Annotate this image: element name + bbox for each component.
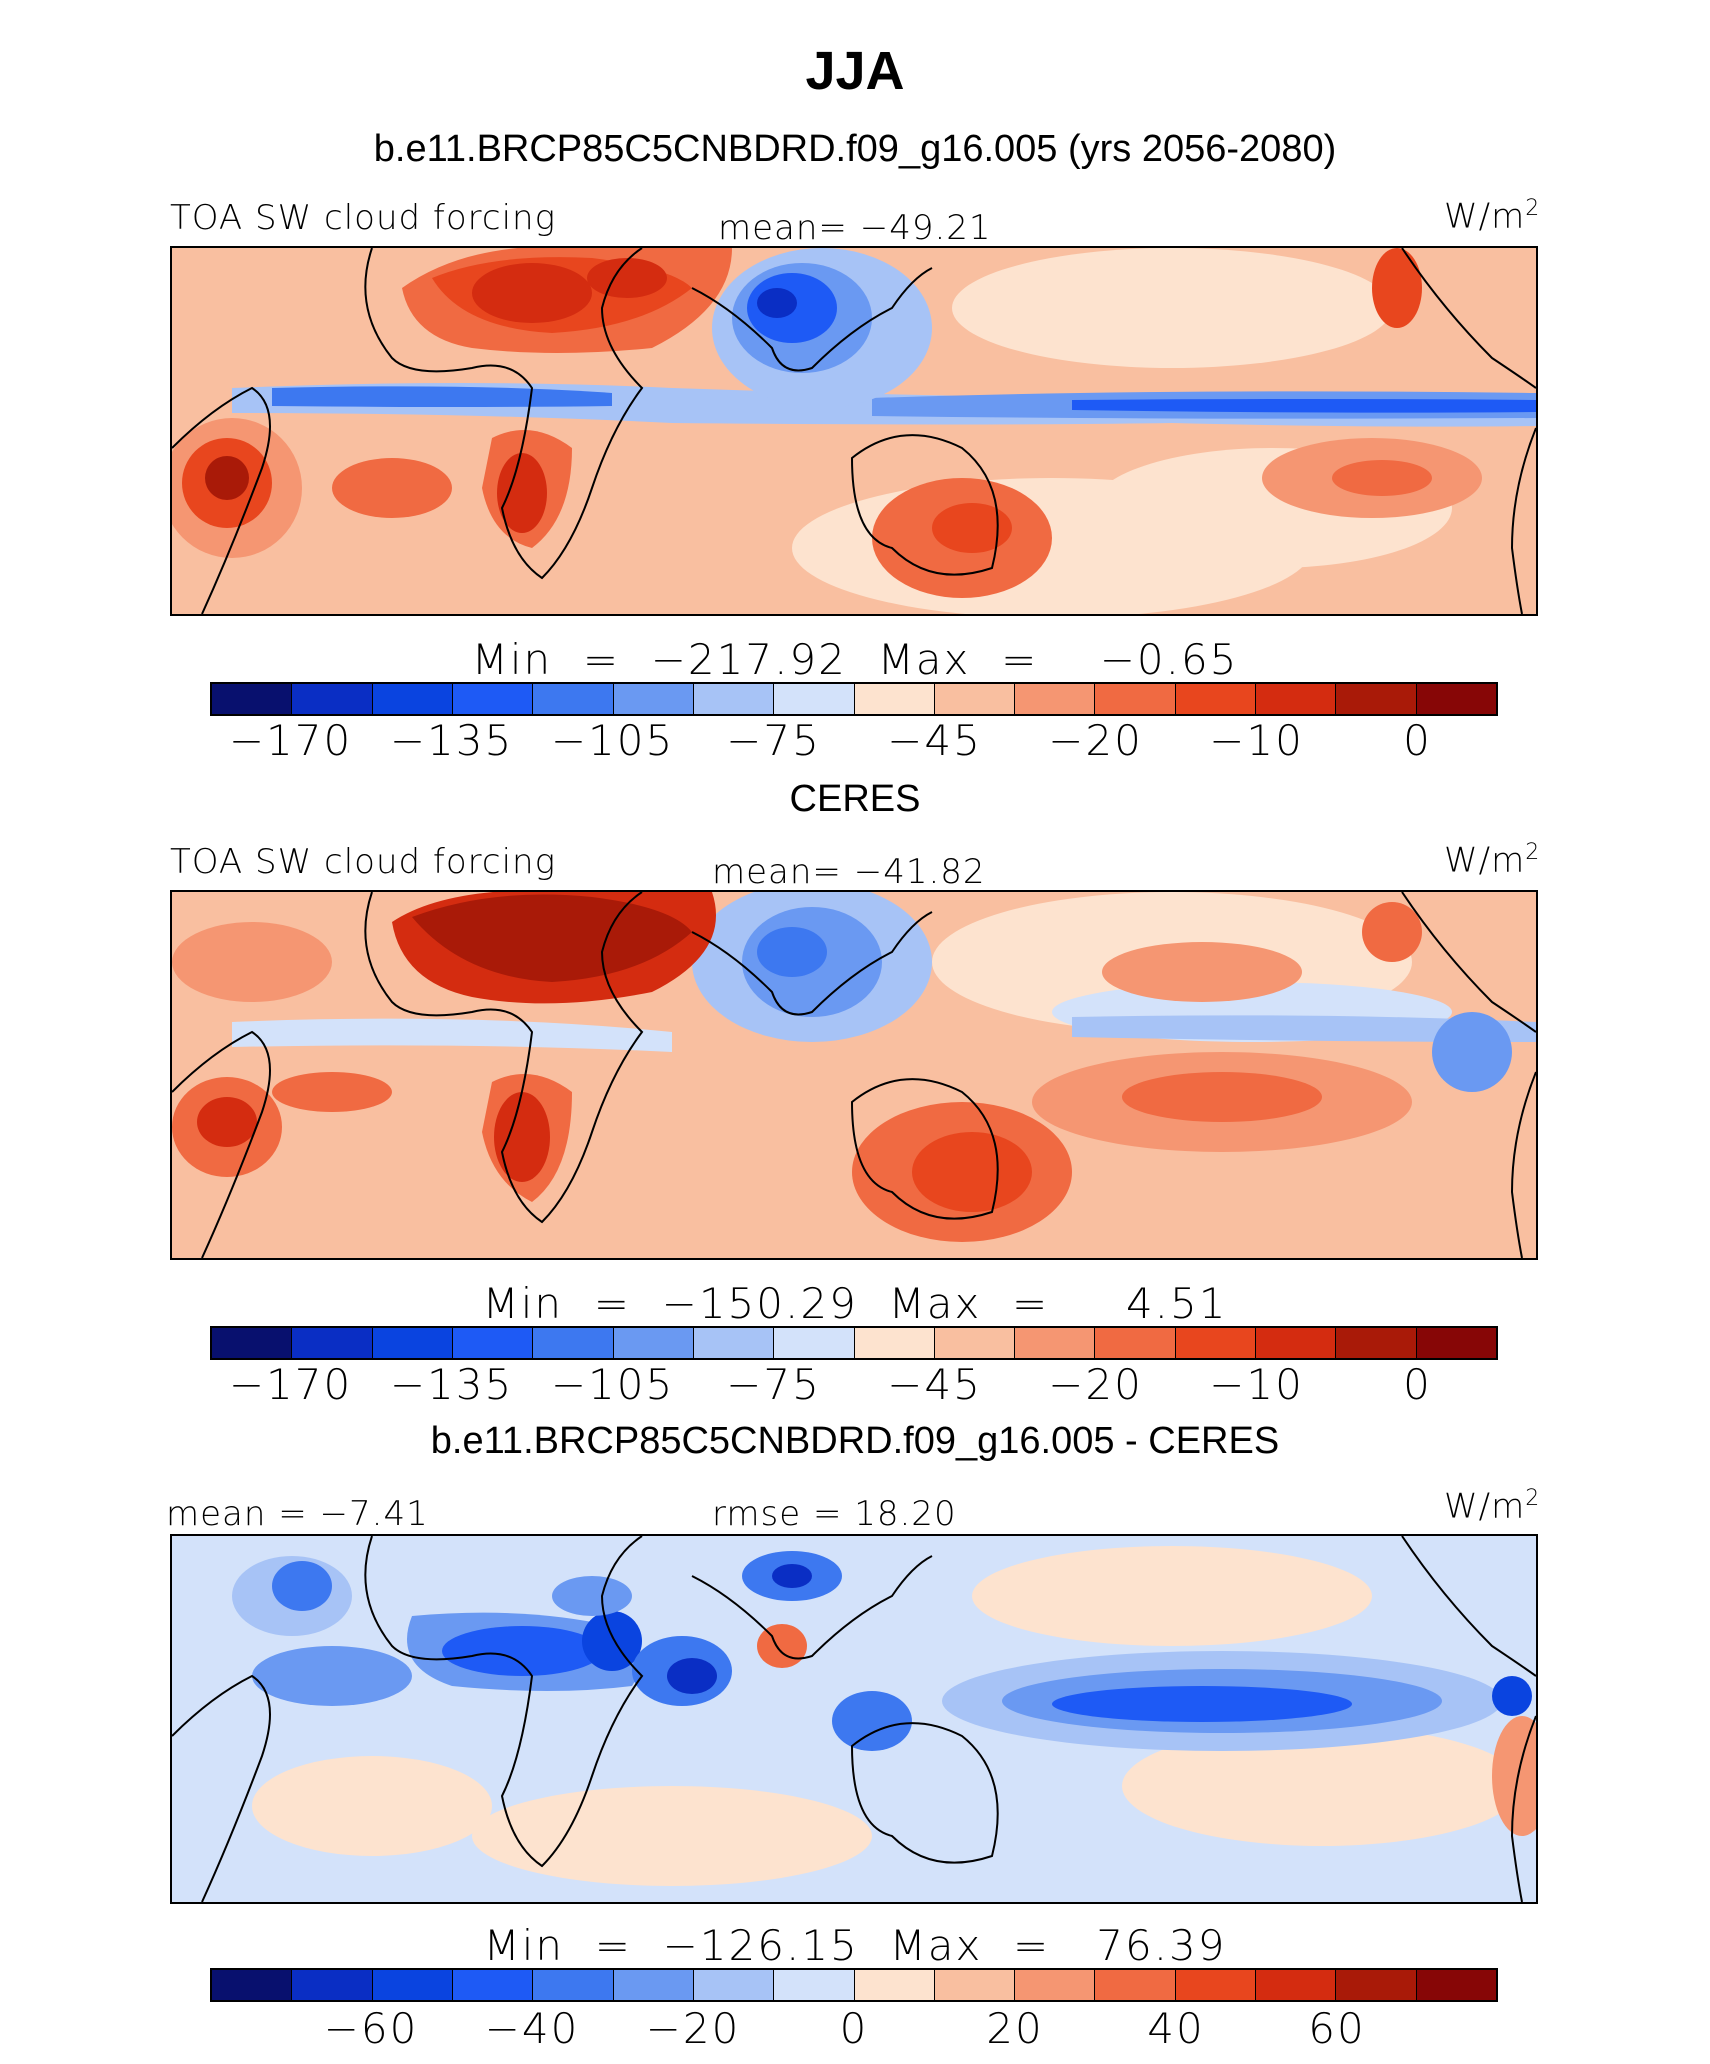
- colorbar-swatch: [292, 1970, 373, 2000]
- colorbar-swatch: [934, 684, 1016, 714]
- panel-2-units: W/m2: [1444, 840, 1541, 881]
- colorbar-swatch: [1336, 1328, 1417, 1358]
- colorbar-swatch: [292, 684, 373, 714]
- colorbar-swatch: [1015, 684, 1096, 714]
- colorbar-swatch: [854, 1970, 935, 2000]
- colorbar-swatch: [1095, 1970, 1176, 2000]
- colorbar-swatch: [1336, 684, 1417, 714]
- colorbar-tick-label: −75: [726, 1360, 821, 1409]
- colorbar-swatch: [1175, 1970, 1257, 2000]
- colorbar-swatch: [934, 1970, 1016, 2000]
- colorbar-swatch: [533, 1970, 614, 2000]
- panel-3-units: W/m2: [1444, 1486, 1541, 1527]
- panel-1-variable-label: TOA SW cloud forcing: [170, 198, 556, 238]
- colorbar-tick-label: −60: [323, 2004, 419, 2053]
- colorbar-tick-label: −170: [228, 1360, 353, 1409]
- colorbar-swatch: [292, 1328, 373, 1358]
- colorbar-tick-label: −45: [887, 1360, 982, 1409]
- panel-2-minmax: Min = −150.29 Max = 4.51: [482, 1279, 1228, 1328]
- colorbar-swatch: [1015, 1328, 1096, 1358]
- colorbar-swatch: [372, 684, 453, 714]
- colorbar-swatch: [1095, 1328, 1176, 1358]
- colorbar-swatch: [1416, 1970, 1496, 2000]
- colorbar-swatch: [452, 1328, 534, 1358]
- colorbar-swatch: [774, 1328, 855, 1358]
- panel-1-colorbar: [210, 682, 1498, 716]
- colorbar-tick-label: 0: [1403, 716, 1432, 765]
- colorbar-swatch: [1256, 684, 1337, 714]
- colorbar-swatch: [1256, 1970, 1337, 2000]
- panel-2-tick-labels: −170 −135 −105 −75 −45 −20 −10 0: [210, 1360, 1498, 1410]
- colorbar-tick-label: −105: [550, 1360, 675, 1409]
- colorbar-swatch: [774, 1970, 855, 2000]
- panel-2-mean-label: mean= −41.82: [712, 852, 986, 892]
- colorbar-swatch: [854, 1328, 935, 1358]
- colorbar-swatch: [1175, 1328, 1257, 1358]
- panel-3-rmse-label: rmse = 18.20: [712, 1494, 957, 1534]
- colorbar-tick-label: −170: [228, 716, 353, 765]
- colorbar-swatch: [533, 684, 614, 714]
- colorbar-swatch: [212, 1328, 293, 1358]
- colorbar-swatch: [212, 684, 293, 714]
- panel-3-title: b.e11.BRCP85C5CNBDRD.f09_g16.005 - CERES: [430, 1420, 1280, 1462]
- colorbar-swatch: [1015, 1970, 1096, 2000]
- colorbar-tick-label: −10: [1209, 1360, 1304, 1409]
- colorbar-tick-label: −20: [1048, 716, 1143, 765]
- colorbar-tick-label: −45: [887, 716, 982, 765]
- panel-2-variable-label: TOA SW cloud forcing: [170, 842, 556, 882]
- colorbar-tick-label: 40: [1147, 2004, 1205, 2053]
- panel-1-mean-label: mean= −49.21: [718, 208, 992, 248]
- colorbar-swatch: [1416, 1328, 1496, 1358]
- panel-3-mean-label: mean = −7.41: [166, 1494, 429, 1534]
- colorbar-tick-label: −135: [389, 1360, 514, 1409]
- colorbar-tick-label: 0: [839, 2004, 869, 2053]
- colorbar-tick-label: −105: [550, 716, 675, 765]
- panel-1-minmax: Min = −217.92 Max = −0.65: [471, 635, 1239, 684]
- colorbar-swatch: [774, 684, 855, 714]
- colorbar-swatch: [613, 1328, 694, 1358]
- panel-2-map: [170, 890, 1538, 1260]
- colorbar-swatch: [693, 1328, 775, 1358]
- panel-3-map: [170, 1534, 1538, 1904]
- panel-1-units: W/m2: [1444, 196, 1541, 237]
- colorbar-swatch: [934, 1328, 1016, 1358]
- panel-3-tick-labels: −60 −40 −20 0 20 40 60: [210, 2004, 1498, 2054]
- colorbar-swatch: [1336, 1970, 1417, 2000]
- colorbar-tick-label: −135: [389, 716, 514, 765]
- panel-3-minmax: Min = −126.15 Max = 76.39: [483, 1921, 1227, 1970]
- panel-1-title: b.e11.BRCP85C5CNBDRD.f09_g16.005 (yrs 20…: [373, 128, 1337, 170]
- colorbar-tick-label: 0: [1403, 1360, 1432, 1409]
- colorbar-swatch: [452, 684, 534, 714]
- panel-1-map: [170, 246, 1538, 616]
- colorbar-swatch: [1175, 684, 1257, 714]
- colorbar-tick-label: 60: [1308, 2004, 1366, 2053]
- panel-3-colorbar: [210, 1968, 1498, 2002]
- colorbar-tick-label: −20: [645, 2004, 741, 2053]
- colorbar-swatch: [1416, 684, 1496, 714]
- colorbar-swatch: [613, 684, 694, 714]
- colorbar-swatch: [452, 1970, 534, 2000]
- colorbar-swatch: [1095, 684, 1176, 714]
- colorbar-swatch: [212, 1970, 293, 2000]
- main-title: JJA: [805, 41, 905, 101]
- colorbar-swatch: [372, 1328, 453, 1358]
- colorbar-tick-label: −10: [1209, 716, 1304, 765]
- panel-1-tick-labels: −170 −135 −105 −75 −45 −20 −10 0: [210, 716, 1498, 766]
- colorbar-tick-label: −20: [1048, 1360, 1143, 1409]
- colorbar-swatch: [533, 1328, 614, 1358]
- colorbar-tick-label: −40: [484, 2004, 580, 2053]
- panel-2-title: CERES: [789, 778, 921, 820]
- colorbar-swatch: [613, 1970, 694, 2000]
- colorbar-swatch: [1256, 1328, 1337, 1358]
- colorbar-tick-label: −75: [726, 716, 821, 765]
- colorbar-swatch: [693, 684, 775, 714]
- panel-2-colorbar: [210, 1326, 1498, 1360]
- colorbar-swatch: [854, 684, 935, 714]
- colorbar-tick-label: 20: [986, 2004, 1044, 2053]
- colorbar-swatch: [693, 1970, 775, 2000]
- colorbar-swatch: [372, 1970, 453, 2000]
